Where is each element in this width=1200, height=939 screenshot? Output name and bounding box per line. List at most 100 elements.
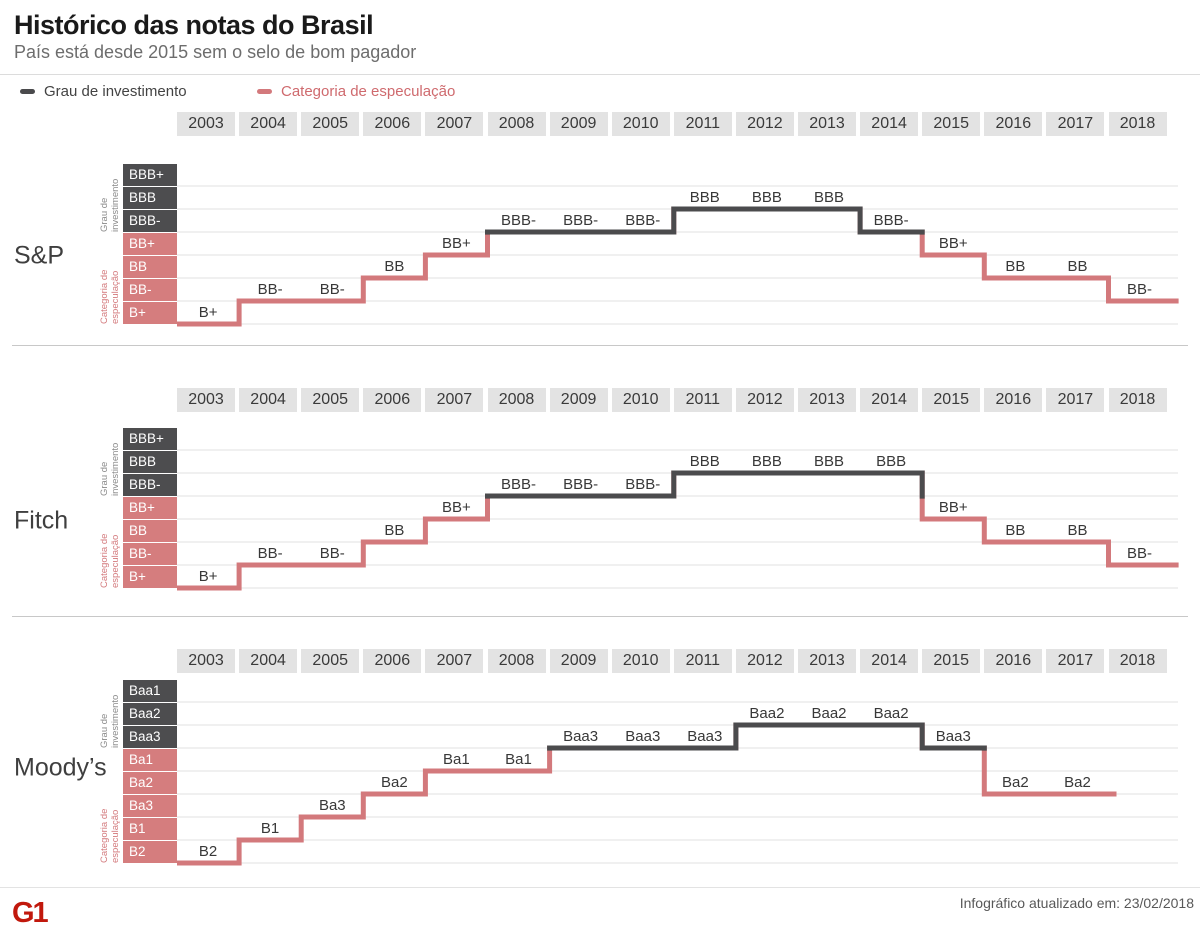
year-header: 2017 — [1046, 649, 1105, 673]
year-header: 2008 — [487, 388, 546, 412]
legend-investment: Grau de investimento — [20, 82, 187, 100]
axis-group-speculation: Categoria de especulação — [99, 743, 121, 863]
year-header: 2012 — [735, 112, 794, 136]
year-header: 2005 — [301, 388, 360, 412]
rating-value-label: Baa2 — [811, 705, 846, 722]
rating-step-line-investment — [547, 722, 987, 751]
rating-scale-box: Baa3 — [123, 726, 177, 748]
rating-value-label: BBB — [876, 453, 906, 470]
year-header: 2015 — [922, 649, 981, 673]
year-header: 2009 — [549, 112, 608, 136]
rating-value-label: Baa3 — [687, 728, 722, 745]
rating-value-label: BB+ — [442, 499, 471, 516]
rating-scale-box: Baa1 — [123, 680, 177, 702]
rating-step-line-investment — [485, 470, 925, 499]
year-header: 2006 — [363, 112, 422, 136]
axis-group-speculation-line: especulação — [110, 534, 121, 588]
year-header: 2011 — [673, 112, 732, 136]
rating-scale-box: Ba3 — [123, 795, 177, 817]
legend-investment-label: Grau de investimento — [44, 82, 187, 100]
rating-scale-box: BB — [123, 520, 177, 542]
g1-logo: G1 — [12, 897, 49, 929]
rating-value-label: BB+ — [939, 499, 968, 516]
rating-scale-box: BBB+ — [123, 164, 177, 186]
year-header: 2015 — [922, 112, 981, 136]
rating-value-label: B+ — [199, 568, 218, 585]
rating-scale-box: BBB- — [123, 210, 177, 232]
rating-value-label: Ba2 — [1002, 774, 1029, 791]
footer-separator — [0, 887, 1200, 888]
rating-value-label: BBB- — [563, 212, 598, 229]
page-subtitle: País está desde 2015 sem o selo de bom p… — [14, 42, 417, 62]
year-header: 2004 — [239, 388, 298, 412]
rating-value-label: Baa3 — [625, 728, 660, 745]
rating-value-label: Ba2 — [381, 774, 408, 791]
rating-value-label: BBB — [752, 189, 782, 206]
rating-scale-box: Baa2 — [123, 703, 177, 725]
year-header: 2015 — [922, 388, 981, 412]
year-header: 2013 — [798, 112, 856, 136]
year-header: 2007 — [425, 649, 484, 673]
year-header: 2018 — [1108, 112, 1167, 136]
year-header: 2009 — [549, 388, 608, 412]
rating-scale-box: B+ — [123, 302, 177, 324]
year-header: 2016 — [984, 649, 1043, 673]
rating-value-label: BBB- — [563, 476, 598, 493]
axis-group-speculation-line: Categoria de — [99, 808, 110, 863]
rating-value-label: BBB — [814, 453, 844, 470]
rating-value-label: BB+ — [939, 235, 968, 252]
rating-value-label: BB — [1005, 522, 1025, 539]
rating-value-label: BB- — [1127, 545, 1152, 562]
year-header: 2004 — [239, 112, 298, 136]
page-title: Histórico das notas do Brasil — [14, 10, 374, 40]
footer-note: Infográfico atualizado em: 23/02/2018 — [959, 895, 1194, 911]
year-header: 2003 — [177, 388, 235, 412]
axis-group-speculation-line: Categoria de — [99, 533, 110, 588]
axis-group-speculation: Categoria de especulação — [99, 204, 121, 324]
rating-scale-box: B+ — [123, 566, 177, 588]
year-header: 2003 — [177, 649, 235, 673]
rating-value-label: BB — [1067, 258, 1087, 275]
rating-value-label: BBB — [814, 189, 844, 206]
year-header: 2010 — [611, 112, 670, 136]
rating-scale-box: BBB- — [123, 474, 177, 496]
year-header: 2009 — [549, 649, 608, 673]
year-header: 2013 — [798, 388, 856, 412]
rating-scale-box: BBB+ — [123, 428, 177, 450]
rating-value-label: Baa2 — [749, 705, 784, 722]
rating-value-label: BB- — [1127, 281, 1152, 298]
rating-value-label: Baa3 — [563, 728, 598, 745]
axis-group-investment-line: investimento — [110, 694, 121, 748]
panel-chart-2: B2 B1 Ba3 Ba2 Ba1 Ba1 Baa3 Baa3 Baa3 Baa2 Baa2 Baa2… — [177, 701, 1178, 866]
year-header: 2004 — [239, 649, 298, 673]
rating-value-label: BBB- — [625, 212, 660, 229]
axis-group-speculation: Categoria de especulação — [99, 468, 121, 588]
rating-scale-box: Ba1 — [123, 749, 177, 771]
rating-value-label: BBB- — [625, 476, 660, 493]
axis-group-speculation-line: especulação — [110, 270, 121, 324]
rating-step-line-speculative — [177, 470, 1179, 591]
rating-value-label: BBB — [752, 453, 782, 470]
year-header: 2008 — [487, 649, 546, 673]
rating-scale-box: BB+ — [123, 233, 177, 255]
year-header: 2017 — [1046, 388, 1105, 412]
rating-value-label: Ba1 — [505, 751, 532, 768]
year-header: 2018 — [1108, 388, 1167, 412]
year-header: 2011 — [673, 649, 732, 673]
panel-chart-1: B+ BB- BB- BB BB+ BBB- BBB- BBB- BBB BBB BBB BBB BB+… — [177, 449, 1179, 591]
rating-value-label: BBB- — [501, 476, 536, 493]
year-header: 2010 — [611, 388, 670, 412]
rating-scale-box: Ba2 — [123, 772, 177, 794]
year-header: 2013 — [798, 649, 856, 673]
year-header: 2014 — [860, 649, 919, 673]
rating-value-label: Ba2 — [1064, 774, 1091, 791]
year-header: 2006 — [363, 388, 422, 412]
rating-scale-box: BBB — [123, 187, 177, 209]
year-header: 2011 — [673, 388, 732, 412]
year-header: 2010 — [611, 649, 670, 673]
rating-scale-box: B2 — [123, 841, 177, 863]
rating-scale-box: BB- — [123, 543, 177, 565]
rating-scale-box: B1 — [123, 818, 177, 840]
